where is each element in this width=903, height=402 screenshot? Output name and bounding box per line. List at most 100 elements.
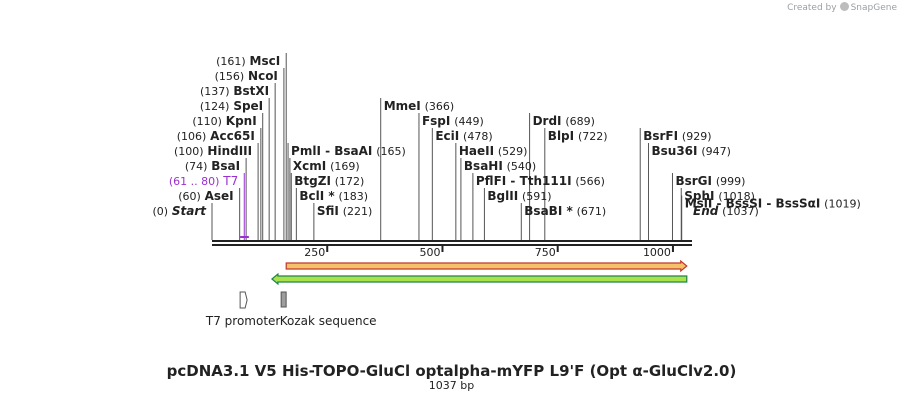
site-pos-bsai: (74) [185,160,208,173]
site-label-xcmi: XcmI (169) [293,159,360,173]
site-name-bsabi: BsaBI * [524,204,573,218]
site-label-hindiii: (100) HindIII [174,144,252,158]
site-name-msci: MscI [250,54,281,68]
site-pos-msci: (161) [216,55,246,68]
site-pos-blpi: (722) [578,130,608,143]
snapgene-logo-icon [839,2,849,11]
site-name-bsai: BsaI [211,159,240,173]
site-name-bsu36i: Bsu36I [652,144,698,158]
feature-glyphs: T7 promoter Kozak sequence [205,236,377,328]
site-label-msci: (161) MscI [216,54,280,68]
site-label-bstxi: (137) BstXI [200,84,269,98]
arrow-orf-forward [285,259,688,273]
tick-label-1000: 1000 [643,246,671,259]
site-label-fspi: FspI (449) [422,114,484,128]
arrow-orf-reverse [270,272,688,286]
site-pos-bsahi: (540) [507,160,537,173]
site-pos-bsabi: (671) [577,205,607,218]
backbone-bottom-strand [212,244,692,246]
site-label-blpi: BlpI (722) [548,129,608,143]
site-name-start: Start [172,204,207,218]
site-pos-bstxi: (137) [200,85,230,98]
site-label-drdi: DrdI (689) [533,114,595,128]
site-pos-xcmi: (169) [330,160,360,173]
site-pos-asei: (60) [178,190,201,203]
site-name-hindiii: HindIII [207,144,252,158]
sequence-backbone [212,240,692,246]
site-label-bsabi: BsaBI * (671) [524,204,606,218]
site-name-sfii: SfiI [317,204,339,218]
site-label-t7: (61 .. 80) T7 [169,174,238,188]
site-label-start: (0) Start [152,204,207,218]
site-label-bsrfi: BsrFI (929) [643,129,711,143]
credit-brand: SnapGene [850,3,897,13]
site-name-bsrgi: BsrGI [675,174,712,188]
site-label-bsahi: BsaHI (540) [464,159,536,173]
site-name-bsrfi: BsrFI [643,129,678,143]
site-pos-sfii: (221) [343,205,373,218]
site-name-spei: SpeI [233,99,263,113]
backbone-top-strand [212,240,692,242]
tick-label-750: 750 [535,246,556,259]
site-name-sphi: SphI [684,189,714,203]
site-label-bsrgi: BsrGI (999) [675,174,745,188]
site-name-drdi: DrdI [533,114,562,128]
site-label-acc65i: (106) Acc65I [177,129,255,143]
site-name-fspi: FspI [422,114,450,128]
site-label-ecii: EciI (478) [435,129,492,143]
site-pos-kpni: (110) [192,115,222,128]
site-pos-haeii: (529) [498,145,528,158]
site-name-kpni: KpnI [226,114,257,128]
site-pos-mmei: (366) [425,100,455,113]
site-name-bglii: BglII [487,189,518,203]
site-pos-msli-bsssi-bsss-i: (1019) [824,198,861,211]
site-pos-ncoi: (156) [215,70,245,83]
site-label-pflfi-tth111i: PflFI - Tth111I (566) [476,174,605,188]
site-label-bcli: BclI * (183) [299,189,368,203]
kozak-glyph [280,291,287,308]
site-pos-pflfi-tth111i: (566) [575,175,605,188]
site-label-sphi: SphI (1018) [684,189,755,203]
site-label-bsu36i: Bsu36I (947) [652,144,731,158]
site-name-xcmi: XcmI [293,159,326,173]
site-label-asei: (60) AseI [178,189,233,203]
site-pos-bsu36i: (947) [701,145,731,158]
site-label-mmei: MmeI (366) [384,99,454,113]
site-label-sfii: SfiI (221) [317,204,372,218]
site-label-ncoi: (156) NcoI [215,69,278,83]
site-label-bglii: BglII (591) [487,189,551,203]
site-label-kpni: (110) KpnI [192,114,256,128]
site-pos-bsrfi: (929) [682,130,712,143]
site-pos-sphi: (1018) [718,190,755,203]
site-label-pmli-bsaai: PmlI - BsaAI (165) [291,144,406,158]
plasmid-length: 1037 bp [428,379,475,392]
tick-label-250: 250 [304,246,325,259]
site-name-mmei: MmeI [384,99,421,113]
site-name-haeii: HaeII [459,144,494,158]
site-name-asei: AseI [205,189,234,203]
credit-text: Created by [787,3,837,13]
site-pos-spei: (124) [200,100,230,113]
site-label-spei: (124) SpeI [200,99,263,113]
kozak-label: Kozak sequence [280,314,377,328]
site-name-ecii: EciI [435,129,459,143]
axis-ticks: 250 500 750 1000 [304,246,674,259]
t7-promoter-label: T7 promoter [205,314,281,328]
site-pos-hindiii: (100) [174,145,204,158]
site-name-ncoi: NcoI [248,69,278,83]
site-label-haeii: HaeII (529) [459,144,528,158]
site-pos-btgzi: (172) [335,175,365,188]
site-pos-drdi: (689) [565,115,595,128]
site-pos-pmli-bsaai: (165) [376,145,406,158]
site-name-msli-bsssi-bsss-i: MslI - BssSI - BssSαI [685,197,821,211]
feature-arrows [270,259,688,286]
site-label-bsai: (74) BsaI [185,159,240,173]
site-name-bcli: BclI * [299,189,335,203]
site-pos-start: (0) [152,205,168,218]
site-pos-end: (1037) [722,205,759,218]
site-name-t7: T7 [222,174,238,188]
site-name-bsahi: BsaHI [464,159,503,173]
site-name-btgzi: BtgZI [294,174,331,188]
site-pos-acc65i: (106) [177,130,207,143]
